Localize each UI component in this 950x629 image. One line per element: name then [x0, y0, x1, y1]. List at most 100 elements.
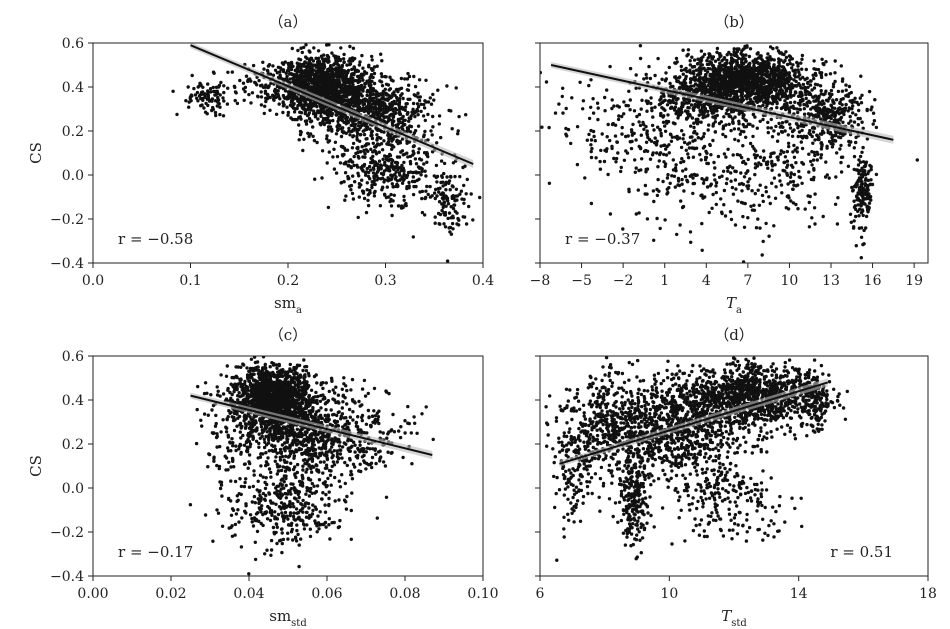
scatter-point [858, 96, 862, 100]
scatter-point [378, 204, 383, 208]
scatter-point [796, 75, 800, 79]
scatter-point [735, 95, 740, 99]
scatter-point [739, 78, 743, 83]
scatter-point [772, 65, 776, 70]
scatter-point [464, 192, 468, 196]
scatter-point [380, 84, 385, 88]
scatter-point [824, 73, 828, 77]
scatter-point [397, 107, 402, 112]
scatter-point [717, 73, 721, 78]
scatter-point [859, 101, 864, 105]
scatter-point [819, 117, 823, 121]
scatter-point [412, 144, 416, 148]
scatter-point [689, 103, 694, 107]
scatter-point [395, 138, 399, 142]
scatter-point [395, 179, 400, 183]
scatter-point [347, 163, 351, 167]
scatter-point [367, 164, 372, 169]
scatter-point [469, 192, 473, 196]
scatter-point [404, 201, 408, 206]
scatter-point [850, 99, 854, 103]
scatter-point [758, 54, 762, 58]
scatter-point [310, 87, 314, 92]
scatter-point [775, 105, 779, 110]
scatter-point [218, 112, 222, 117]
scatter-point [788, 61, 792, 66]
scatter-point [390, 147, 394, 151]
scatter-point [788, 58, 792, 62]
scatter-point [816, 152, 820, 156]
scatter-point [753, 92, 757, 96]
scatter-point [416, 150, 421, 155]
scatter-point [276, 75, 281, 80]
scatter-point [698, 75, 702, 80]
scatter-point [776, 83, 780, 88]
scatter-point [769, 117, 773, 122]
scatter-point [854, 113, 858, 117]
scatter-point [370, 136, 375, 141]
scatter-point [425, 160, 429, 164]
scatter-point [741, 47, 745, 51]
scatter-point [408, 159, 413, 164]
scatter-point [825, 113, 829, 118]
scatter-point [794, 121, 799, 126]
scatter-point [781, 125, 785, 129]
scatter-point [211, 85, 215, 90]
scatter-point [213, 93, 217, 97]
scatter-point [422, 106, 427, 110]
scatter-point [316, 68, 321, 73]
scatter-point [368, 177, 372, 181]
scatter-point [767, 81, 771, 85]
scatter-point [340, 63, 345, 68]
scatter-point [825, 107, 829, 111]
scatter-point [628, 98, 632, 102]
scatter-point [381, 172, 385, 177]
scatter-point [384, 157, 389, 161]
scatter-point [366, 142, 371, 146]
scatter-point [789, 95, 793, 99]
scatter-point [374, 152, 379, 156]
scatter-point [413, 114, 417, 119]
scatter-point [369, 79, 373, 84]
scatter-point [379, 129, 384, 134]
scatter-point [838, 117, 842, 121]
scatter-point [806, 112, 811, 116]
scatter-point [457, 114, 461, 119]
scatter-point [751, 88, 755, 92]
scatter-point [253, 80, 257, 85]
scatter-point [711, 115, 715, 119]
scatter-point [774, 72, 779, 77]
scatter-point [413, 84, 418, 89]
scatter-point [212, 89, 216, 94]
scatter-point [353, 101, 357, 106]
scatter-point [729, 128, 733, 133]
scatter-point [831, 139, 835, 143]
scatter-point [355, 134, 359, 139]
scatter-point [334, 113, 339, 117]
scatter-point [233, 90, 238, 94]
scatter-point [286, 90, 291, 94]
scatter-point [380, 59, 384, 63]
scatter-point [759, 71, 764, 75]
scatter-point [400, 163, 404, 168]
scatter-point [320, 149, 325, 153]
scatter-point [214, 113, 218, 118]
scatter-point [340, 129, 344, 134]
scatter-point [728, 61, 732, 65]
scatter-point [285, 74, 289, 79]
scatter-point [292, 110, 297, 114]
scatter-point [844, 83, 848, 87]
scatter-point [343, 171, 348, 175]
scatter-point [442, 213, 447, 217]
scatter-point [386, 132, 390, 136]
scatter-point [796, 134, 800, 139]
scatter-point [238, 78, 242, 83]
scatter-point [699, 103, 703, 107]
scatter-point [412, 184, 416, 189]
scatter-point [346, 177, 350, 181]
scatter-point [360, 76, 364, 80]
scatter-point [688, 80, 693, 85]
scatter-point [767, 101, 771, 105]
scatter-point [338, 161, 343, 165]
scatter-point [777, 97, 782, 101]
